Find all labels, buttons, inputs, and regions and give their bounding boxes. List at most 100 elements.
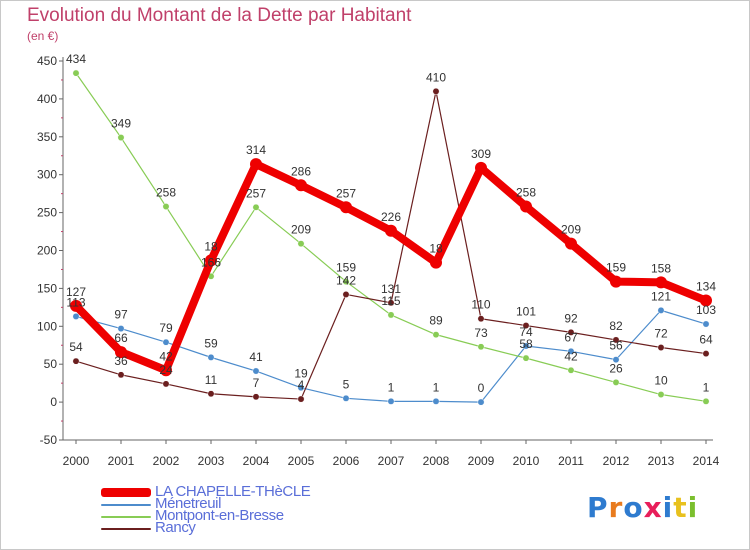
data-label: 10 [654, 374, 668, 388]
data-label: 79 [159, 321, 173, 335]
data-point-0 [70, 299, 82, 312]
data-point-0 [160, 364, 172, 377]
data-point-2 [612, 378, 620, 386]
data-label: 74 [519, 325, 533, 339]
unit-label: (en €) [27, 29, 59, 43]
x-tick-label: 2003 [198, 454, 225, 468]
data-label: 115 [381, 294, 400, 308]
data-point-1 [702, 320, 710, 328]
data-point-3 [477, 315, 485, 323]
legend-label: Ménetreuil [155, 495, 222, 512]
data-label: 314 [246, 143, 266, 157]
data-point-2 [567, 366, 575, 374]
y-tick-label: 450 [37, 54, 57, 68]
data-point-3 [207, 390, 215, 398]
data-label: 58 [519, 337, 533, 351]
data-label: 159 [606, 261, 626, 275]
x-tick-label: 2014 [693, 454, 720, 468]
data-point-0 [655, 276, 667, 289]
x-tick-label: 2001 [108, 454, 135, 468]
data-label: 257 [336, 186, 356, 200]
data-label: 73 [474, 326, 488, 340]
data-label: 209 [561, 223, 581, 237]
y-tick-label: 100 [37, 319, 57, 333]
data-point-1 [387, 397, 395, 405]
data-label: 67 [564, 330, 578, 344]
logo-letter: i [662, 491, 674, 524]
logo-letter: P [587, 491, 609, 524]
data-point-3 [387, 299, 395, 307]
data-point-0 [475, 161, 487, 174]
y-tick-label: 0 [50, 395, 57, 409]
data-point-1 [567, 347, 575, 355]
data-label: 257 [246, 186, 266, 200]
data-label: 18 [204, 239, 218, 253]
data-point-0 [115, 346, 127, 359]
data-point-1 [252, 367, 260, 375]
data-label: 42 [564, 349, 578, 363]
data-point-0 [610, 275, 622, 288]
data-point-0 [385, 224, 397, 237]
legend-swatch [101, 488, 151, 497]
data-label: 142 [336, 273, 356, 287]
data-point-0 [250, 158, 262, 171]
x-tick-label: 2006 [333, 454, 360, 468]
data-point-0 [430, 256, 442, 269]
y-tick-label: 50 [44, 357, 58, 371]
data-point-0 [565, 237, 577, 250]
data-point-3 [117, 371, 125, 379]
data-label: 131 [381, 282, 401, 296]
data-point-1 [162, 338, 170, 346]
y-tick-label: 350 [37, 130, 57, 144]
y-tick-label: 150 [37, 281, 57, 295]
data-label: 0 [478, 381, 485, 395]
data-label: 127 [66, 285, 86, 299]
data-label: 158 [651, 261, 671, 275]
data-label: 103 [696, 303, 716, 317]
data-point-1 [522, 342, 530, 350]
data-label: 7 [253, 376, 260, 390]
data-point-2 [477, 343, 485, 351]
data-point-2 [342, 278, 350, 286]
data-point-2 [522, 354, 530, 362]
data-point-3 [72, 357, 80, 365]
chart-title: Evolution du Montant de la Dette par Hab… [27, 5, 412, 26]
y-tick-label: -50 [40, 433, 58, 447]
y-tick-label: 300 [37, 168, 57, 182]
data-label: 159 [336, 261, 356, 275]
data-label: 1 [388, 380, 395, 394]
data-label: 286 [291, 164, 311, 178]
data-point-3 [657, 344, 665, 351]
data-label: 72 [654, 327, 668, 341]
data-label: 64 [699, 333, 713, 347]
data-point-2 [252, 203, 260, 211]
data-point-1 [207, 353, 215, 361]
data-point-2 [657, 391, 665, 398]
logo-letter: t [673, 491, 688, 524]
data-label: 349 [111, 117, 131, 131]
data-point-3 [567, 328, 575, 336]
data-label: 24 [159, 363, 173, 377]
data-point-3 [432, 87, 440, 95]
x-tick-label: 2012 [603, 454, 630, 468]
data-label: 92 [564, 311, 578, 325]
logo-letter: x [643, 491, 663, 524]
logo-letter: o [623, 491, 644, 524]
data-label: 1 [703, 380, 710, 394]
x-tick-label: 2010 [513, 454, 540, 468]
data-label: 4 [298, 378, 305, 392]
data-point-3 [522, 322, 530, 329]
data-label: 258 [156, 186, 176, 200]
x-tick-label: 2008 [423, 454, 450, 468]
data-label: 110 [471, 298, 490, 312]
y-tick-label: 400 [37, 92, 57, 106]
data-label: 113 [66, 295, 85, 309]
proxiti-logo: Proxiti [587, 491, 698, 524]
x-tick-label: 2004 [243, 454, 270, 468]
data-point-3 [297, 395, 305, 403]
x-tick-label: 2000 [63, 454, 90, 468]
data-label: 434 [66, 52, 86, 66]
data-point-3 [342, 291, 350, 298]
